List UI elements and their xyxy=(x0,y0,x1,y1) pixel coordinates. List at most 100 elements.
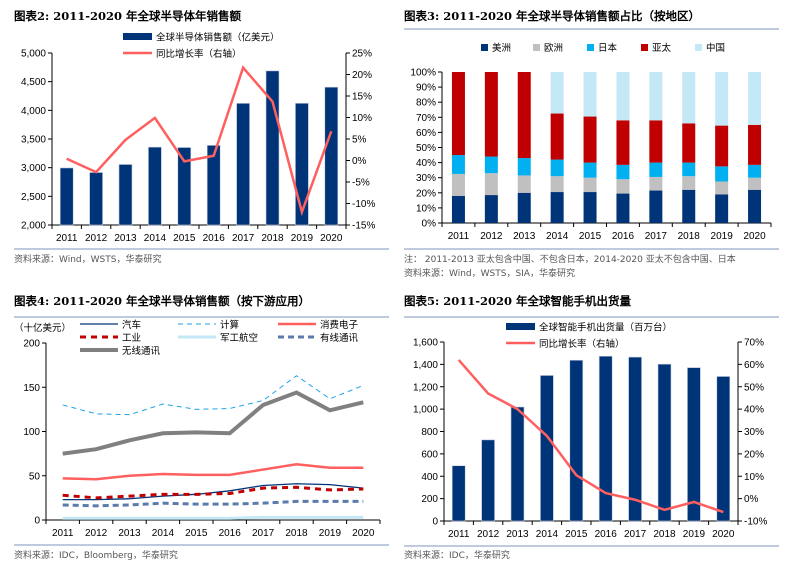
bar xyxy=(598,355,613,522)
bar xyxy=(687,367,701,522)
stack-segment xyxy=(451,195,465,223)
x-tick-label: 2016 xyxy=(595,529,618,540)
legend-label: 消费电子 xyxy=(320,319,359,331)
stack-segment xyxy=(484,195,498,223)
y2-tick-label: 20% xyxy=(352,70,372,81)
stack-segment xyxy=(748,124,762,165)
legend-label: 同比增长率（右轴） xyxy=(539,338,625,350)
bar xyxy=(540,375,554,522)
stack-segment xyxy=(649,176,663,191)
bar xyxy=(265,70,280,226)
x-tick-label: 2019 xyxy=(319,528,342,539)
y2-tick-label: 60% xyxy=(744,360,764,371)
bar xyxy=(324,86,339,226)
legend-label: 全球智能手机出货量（百万台） xyxy=(539,322,672,334)
x-tick-label: 2013 xyxy=(513,231,536,242)
y-tick-label: 40% xyxy=(416,158,436,169)
y-tick-label: 20% xyxy=(416,188,436,199)
x-tick-label: 2017 xyxy=(624,529,647,540)
stack-segment xyxy=(616,120,630,165)
stack-segment xyxy=(715,72,729,126)
stack-segment xyxy=(583,116,597,163)
stack-segment xyxy=(649,72,663,121)
bar xyxy=(148,146,162,226)
y-tick-label: 0 xyxy=(34,516,40,527)
stack-segment xyxy=(616,179,630,194)
legend-swatch xyxy=(587,44,594,51)
legend-label: 有线通讯 xyxy=(320,332,359,344)
x-tick-label: 2016 xyxy=(219,528,242,539)
stack-segment xyxy=(616,72,630,121)
legend-label: 同比增长率（右轴） xyxy=(156,48,242,60)
stack-segment xyxy=(517,72,531,159)
stack-segment xyxy=(649,162,663,177)
y-tick-label: 30% xyxy=(416,173,436,184)
y-tick-label: 0 xyxy=(432,517,438,528)
x-tick-label: 2015 xyxy=(173,233,196,244)
chart-title: 图表4: 2011-2020 年全球半导体销售额（按下游应用） xyxy=(14,294,310,308)
y-tick-label: 90% xyxy=(416,83,436,94)
x-tick-label: 2018 xyxy=(285,528,308,539)
y2-tick-label: 5% xyxy=(352,135,367,146)
bar xyxy=(206,145,221,226)
stack-segment xyxy=(748,177,762,190)
y-tick-label: 60% xyxy=(416,128,436,139)
y2-tick-label: 10% xyxy=(352,113,372,124)
stack-segment xyxy=(682,123,696,163)
y-tick-label: 150 xyxy=(23,383,40,394)
stack-segment xyxy=(484,72,498,157)
x-tick-label: 2014 xyxy=(152,528,175,539)
stack-segment xyxy=(583,177,597,193)
chart-3: 图表5: 2011-2020 年全球智能手机出货量 2011 2012 2013 201… xyxy=(404,294,779,561)
legend-swatch-bar xyxy=(506,323,535,330)
stack-segment xyxy=(748,72,762,125)
x-tick-label: 2019 xyxy=(683,529,706,540)
series-line xyxy=(62,515,364,520)
legend-label: 无线通讯 xyxy=(122,345,161,357)
bar xyxy=(716,376,731,522)
y-tick-label: 100% xyxy=(410,68,436,79)
y2-tick-label: -15% xyxy=(352,221,375,232)
y2-tick-label: 15% xyxy=(352,92,372,103)
stack-segment xyxy=(517,175,531,193)
stack-segment xyxy=(748,189,762,223)
stack-segment xyxy=(517,192,531,223)
bar xyxy=(481,439,495,522)
bar xyxy=(451,465,466,522)
stack-segment xyxy=(682,162,696,177)
source-note: 资料来源：IDC，华泰研究 xyxy=(404,549,510,561)
chart-title: 图表3: 2011-2020 年全球半导体销售额占比（按地区） xyxy=(404,9,700,23)
y-tick-label: 800 xyxy=(421,427,438,438)
y-tick-label: 5,000 xyxy=(21,49,46,60)
legend-swatch xyxy=(641,44,648,51)
x-tick-label: 2018 xyxy=(678,231,701,242)
stack-segment xyxy=(484,173,498,196)
stack-segment xyxy=(550,113,564,160)
legend-label: 汽车 xyxy=(122,319,141,331)
stack-segment xyxy=(550,72,564,114)
y2-tick-label: -10% xyxy=(352,199,375,210)
y2-tick-label: 30% xyxy=(744,427,764,438)
y-tick-label: 3,000 xyxy=(21,163,46,174)
y-tick-label: 4,500 xyxy=(21,77,46,88)
chart-title: 图表5: 2011-2020 年全球智能手机出货量 xyxy=(404,294,632,308)
stack-segment xyxy=(451,155,465,174)
legend-label: 亚太 xyxy=(652,42,672,54)
y2-tick-label: 50% xyxy=(744,382,764,393)
stack-segment xyxy=(451,72,465,156)
legend-label: 全球半导体销售额（亿美元） xyxy=(156,32,280,44)
y-axis-label: （十亿美元） xyxy=(14,322,71,334)
bar xyxy=(118,164,133,226)
bar xyxy=(236,103,250,226)
y2-tick-label: -5% xyxy=(352,178,370,189)
x-tick-label: 2016 xyxy=(203,233,226,244)
stack-segment xyxy=(649,190,663,223)
x-tick-label: 2016 xyxy=(612,231,635,242)
stack-segment xyxy=(715,125,729,167)
x-tick-label: 2014 xyxy=(536,529,559,540)
bar xyxy=(59,167,74,226)
bar xyxy=(657,363,672,522)
stack-segment xyxy=(583,162,597,178)
series-line xyxy=(62,462,364,481)
